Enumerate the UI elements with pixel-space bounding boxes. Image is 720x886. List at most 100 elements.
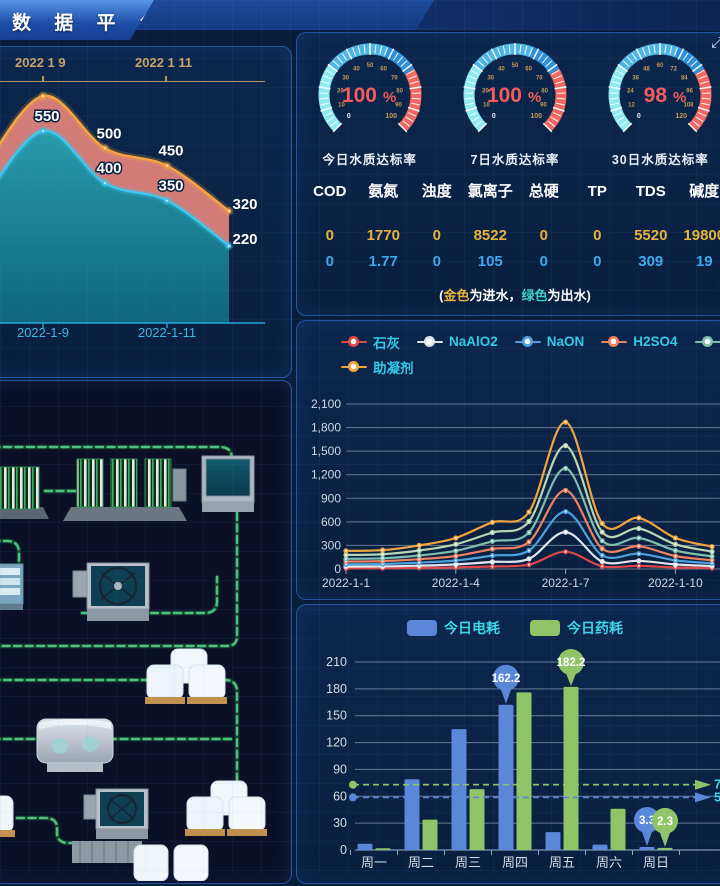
svg-text:36: 36: [633, 75, 640, 81]
legend-item-今日电耗[interactable]: 今日电耗: [407, 618, 500, 638]
table-cell: 1770: [357, 227, 411, 253]
svg-text:120: 120: [326, 736, 347, 750]
svg-text:60: 60: [525, 66, 532, 72]
svg-text:120: 120: [676, 113, 688, 120]
svg-text:600: 600: [321, 515, 341, 529]
gauge-label: 7日水质达标率: [470, 149, 559, 168]
svg-text:1,800: 1,800: [311, 421, 341, 435]
membrane-rack-left: [0, 467, 49, 519]
svg-text:220: 220: [232, 231, 257, 248]
chemical-bags: [145, 649, 227, 704]
table-cell: 0: [517, 227, 571, 253]
svg-text:100: 100: [385, 113, 397, 120]
svg-text:0: 0: [492, 113, 496, 120]
svg-text:100: 100: [487, 84, 522, 107]
table-cell: 氨氮: [357, 183, 411, 227]
legend-item-助凝剂[interactable]: 助凝剂: [341, 354, 414, 379]
bar-今日药耗: [564, 687, 579, 850]
table-cell: 0: [410, 253, 464, 279]
slider-track[interactable]: [0, 81, 265, 82]
table-cell: 浊度: [410, 183, 464, 227]
svg-text:2022-1-10: 2022-1-10: [648, 576, 703, 590]
table-cell: COD: [303, 183, 357, 227]
gauge-label: 今日水质达标率: [322, 149, 417, 168]
svg-text:周五: 周五: [549, 855, 575, 870]
clarifier-unit: [84, 789, 148, 839]
svg-text:320: 320: [232, 196, 257, 213]
table-cell: 0: [303, 253, 357, 279]
svg-text:周二: 周二: [408, 855, 434, 870]
svg-text:1,500: 1,500: [311, 444, 341, 458]
svg-text:50: 50: [366, 63, 373, 69]
svg-text:162.2: 162.2: [492, 673, 521, 685]
svg-text:0: 0: [347, 113, 351, 120]
svg-text:350: 350: [158, 178, 183, 195]
svg-text:2022-1-1: 2022-1-1: [322, 576, 370, 590]
legend-item-NaON[interactable]: NaON: [515, 329, 585, 354]
chemical-bags: [134, 845, 208, 881]
svg-text:450: 450: [158, 143, 183, 160]
slider-label-end: 2022 1 11: [135, 55, 192, 70]
svg-text:30: 30: [342, 75, 349, 81]
bar-今日药耗: [517, 692, 532, 850]
svg-text:24: 24: [627, 88, 634, 94]
table-cell: 0: [517, 253, 571, 279]
svg-text:2022-1-7: 2022-1-7: [542, 576, 590, 590]
svg-text:100: 100: [342, 84, 377, 107]
legend-item-H2SO4[interactable]: H2SO4: [601, 329, 677, 354]
panel-inflow-outflow: 2022 1 9 2022 1 11 650500450320550400350…: [0, 46, 292, 378]
svg-text:400: 400: [96, 160, 121, 177]
svg-text:12: 12: [628, 102, 635, 108]
bar-今日药耗: [376, 848, 391, 850]
legend-item-HCL[interactable]: HCL: [695, 329, 720, 354]
gauge-label: 30日水质达标率: [612, 149, 709, 168]
svg-text:周日: 周日: [643, 855, 669, 870]
table-footnote: (金色为进水，绿色为出水): [297, 285, 720, 304]
svg-text:60: 60: [380, 66, 387, 72]
svg-text:2,100: 2,100: [311, 397, 341, 411]
svg-text:90: 90: [333, 762, 347, 776]
bar-今日药耗: [611, 809, 626, 850]
bar-今日电耗: [452, 729, 467, 850]
legend-item-NaAlO2[interactable]: NaAlO2: [417, 329, 498, 354]
table-cell: 5520: [624, 227, 678, 253]
line-chart-legend: 石灰NaAlO2NaONH2SO4HCLNaCLO助凝剂: [341, 329, 720, 379]
svg-text:0: 0: [334, 562, 341, 576]
expand-icon[interactable]: ⤢: [711, 34, 720, 51]
daily-consumption-bar-chart: 0306090120150180210周一周二周三周四周五周六周日58.7472…: [297, 645, 720, 883]
table-cell: 总硬: [517, 183, 571, 227]
bar-chart-legend: 今日电耗 今日药耗: [297, 618, 720, 638]
svg-text:72.97: 72.97: [714, 777, 720, 792]
svg-text:30: 30: [333, 816, 347, 830]
svg-text:60: 60: [333, 789, 347, 803]
bar-今日电耗: [499, 705, 514, 850]
svg-text:60: 60: [657, 63, 664, 69]
table-cell: 105: [464, 253, 518, 279]
control-cabinet: [0, 564, 23, 610]
svg-text:%: %: [673, 89, 686, 106]
svg-text:48: 48: [643, 66, 650, 72]
slider-handle[interactable]: [165, 76, 167, 82]
table-cell: 氯离子: [464, 183, 518, 227]
slider-handle[interactable]: [42, 76, 44, 82]
svg-text:150: 150: [326, 709, 347, 723]
svg-text:2022-1-9: 2022-1-9: [17, 325, 69, 337]
svg-text:周六: 周六: [596, 855, 622, 870]
legend-item-石灰[interactable]: 石灰: [341, 329, 400, 354]
svg-text:300: 300: [321, 538, 341, 552]
pool-tank: [202, 456, 254, 512]
dosing-machine: [37, 719, 113, 772]
bar-今日电耗: [546, 832, 561, 850]
svg-text:98: 98: [644, 84, 668, 107]
svg-text:%: %: [528, 89, 541, 106]
legend-item-今日药耗[interactable]: 今日药耗: [530, 618, 623, 638]
bar-今日药耗: [658, 848, 673, 850]
svg-text:2.3: 2.3: [657, 816, 673, 828]
